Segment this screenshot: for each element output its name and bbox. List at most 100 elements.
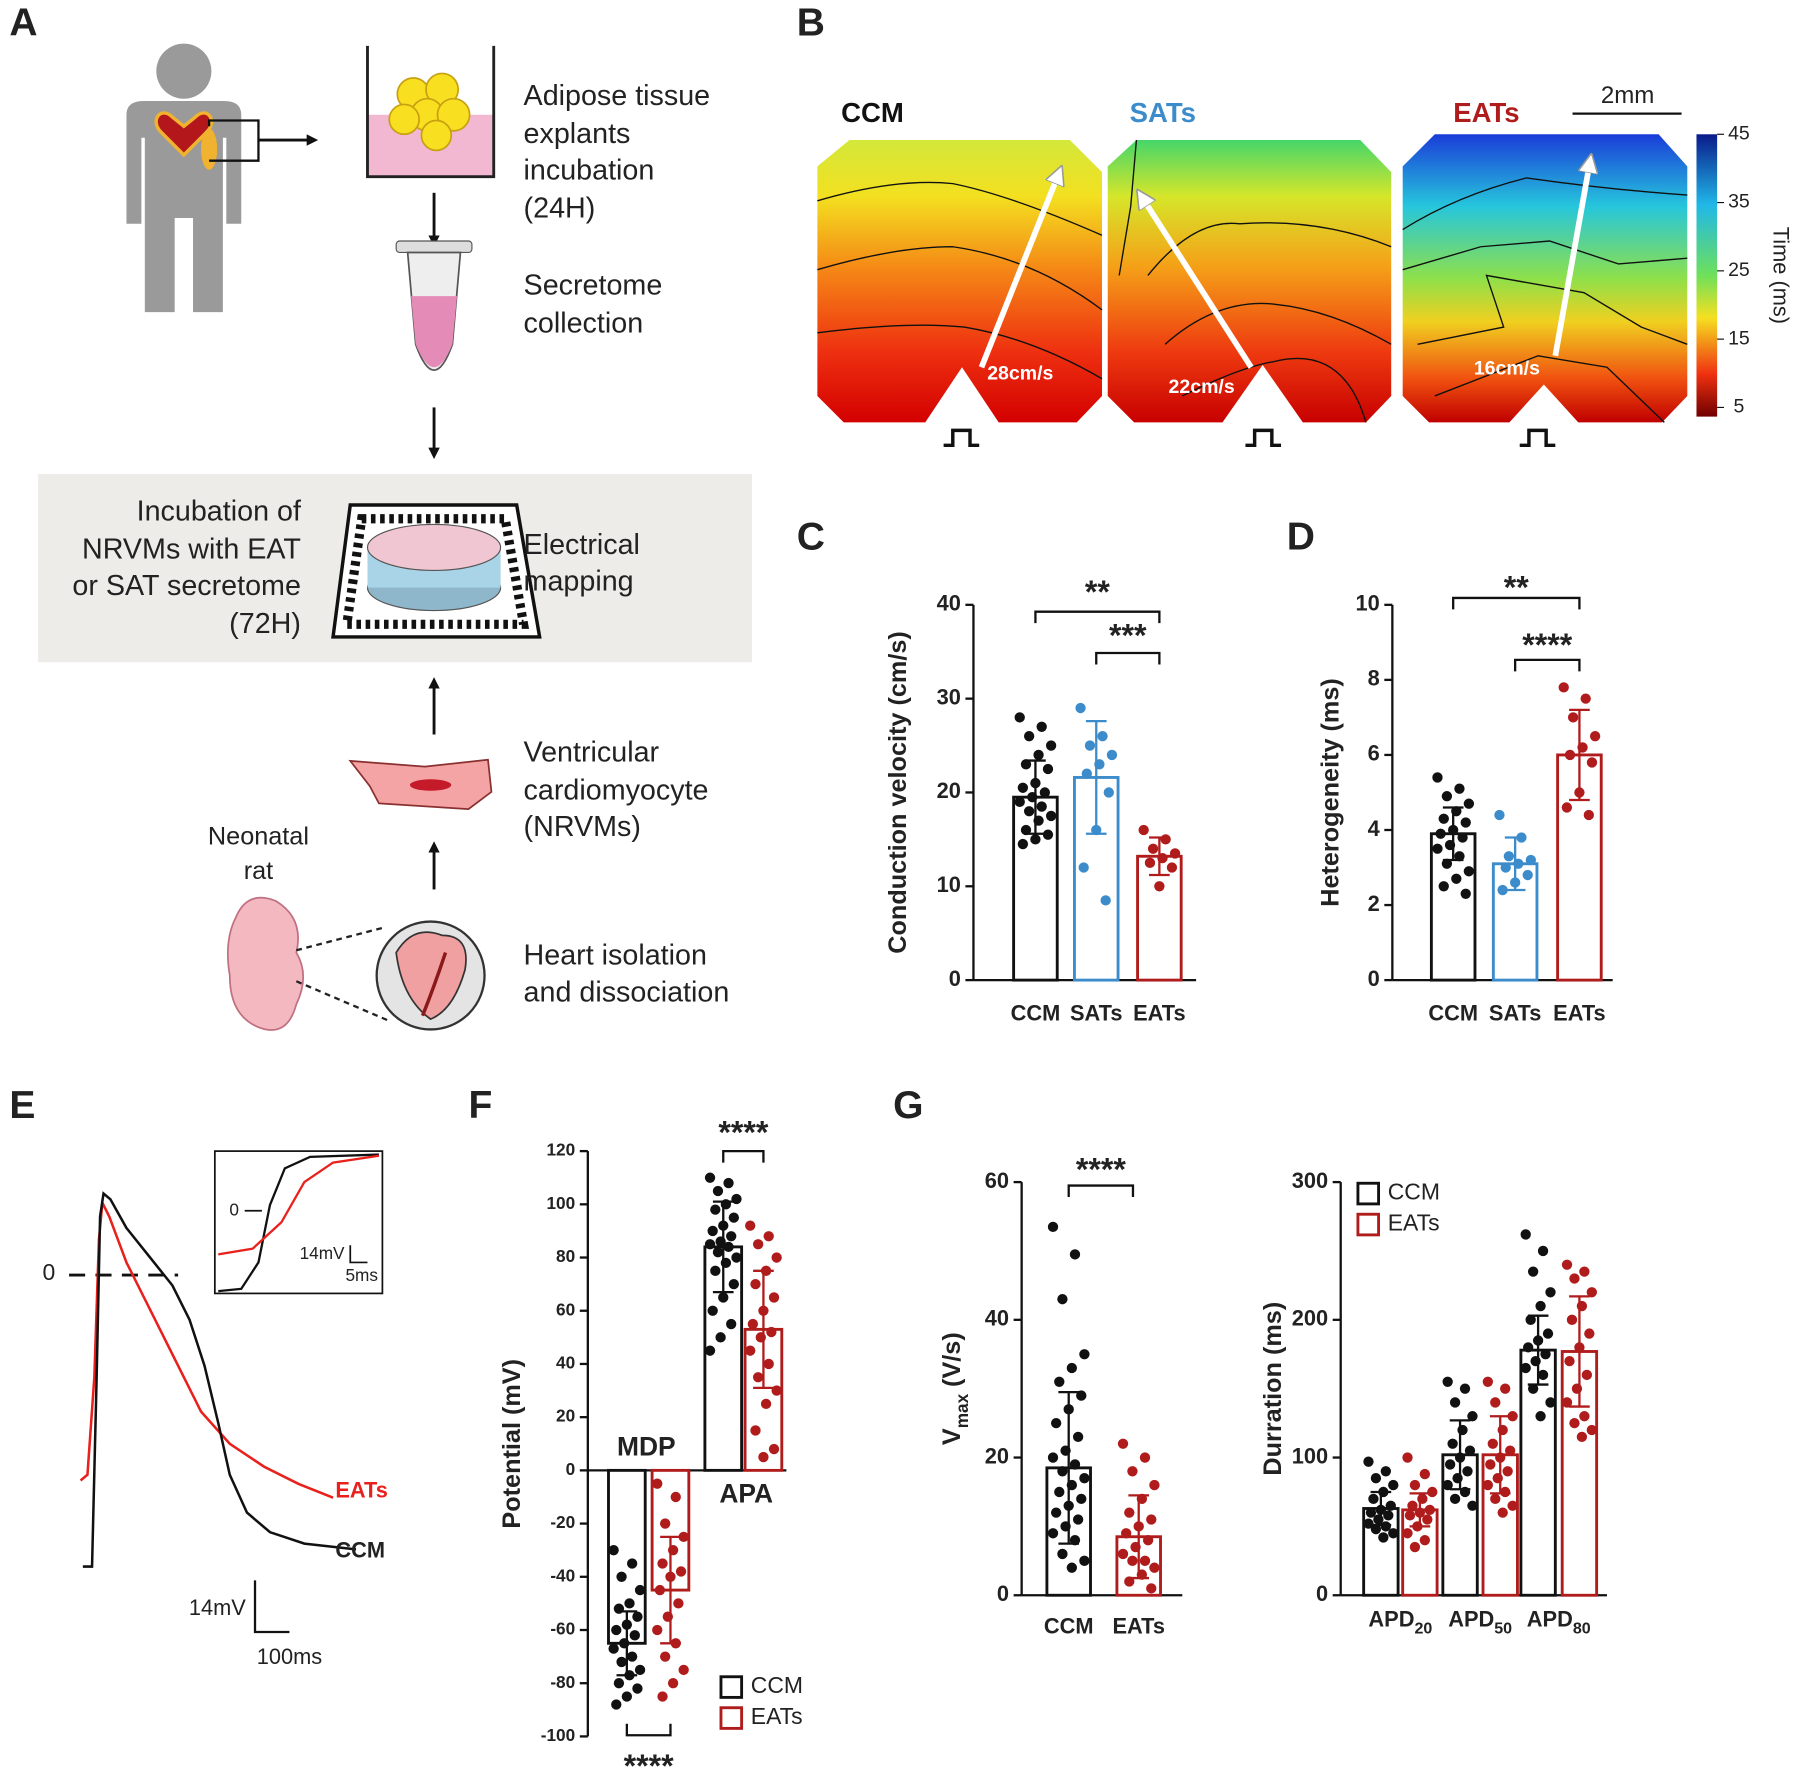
data-point xyxy=(1502,1466,1513,1477)
error-bar xyxy=(1442,806,1464,862)
error-bar xyxy=(660,1535,681,1645)
significance-bracket xyxy=(1067,1184,1135,1198)
vessel xyxy=(420,952,448,1017)
data-point xyxy=(1449,1493,1461,1505)
y-tick-label: 6 xyxy=(1368,741,1380,766)
data-point xyxy=(707,1305,718,1316)
label-part: EATs xyxy=(1133,1000,1185,1025)
data-point xyxy=(657,1691,668,1702)
rat-icon xyxy=(227,896,305,1031)
significance-label: **** xyxy=(718,1115,769,1151)
data-point xyxy=(616,1571,627,1582)
x-tick-label: EATs xyxy=(1553,1000,1605,1025)
data-point xyxy=(726,1318,737,1330)
x-tick-label: CCM xyxy=(1011,1000,1061,1025)
data-point xyxy=(712,1185,724,1197)
step-label: NRVMs with EAT xyxy=(82,533,301,565)
error-bar xyxy=(1128,1494,1150,1580)
y-axis-label: Durration (ms) xyxy=(1259,1302,1287,1476)
data-point xyxy=(1014,712,1025,723)
colorbar-tick-label: 15 xyxy=(1728,327,1750,349)
label-part: 50 xyxy=(1494,1620,1512,1638)
data-point xyxy=(1567,712,1579,723)
data-point xyxy=(1144,857,1156,868)
data-point xyxy=(632,1611,643,1622)
data-point xyxy=(1523,1342,1534,1353)
data-point xyxy=(1537,1369,1549,1381)
label-part: Heterogeneity (ms) xyxy=(1316,678,1344,907)
data-point xyxy=(718,1292,729,1303)
data-point xyxy=(707,1225,718,1237)
x-tick-label: EATs xyxy=(1112,1613,1164,1638)
y-tick-label: -60 xyxy=(550,1619,575,1639)
data-point xyxy=(632,1683,643,1694)
error-bar xyxy=(1449,1419,1471,1491)
x-tick-label: MDP xyxy=(617,1431,676,1461)
label-part: Potential (mV) xyxy=(498,1359,526,1529)
step-label: rat xyxy=(244,857,273,885)
y-tick-label: 40 xyxy=(937,591,961,616)
data-point xyxy=(1124,1507,1135,1518)
data-point xyxy=(704,1239,716,1250)
step-label: Secretome xyxy=(524,269,663,301)
data-point xyxy=(1442,1479,1453,1491)
data-point xyxy=(1561,1397,1573,1408)
data-point xyxy=(1467,1411,1478,1422)
data-point xyxy=(1378,1532,1389,1543)
data-point xyxy=(1380,1521,1391,1532)
nucleus xyxy=(409,779,452,791)
data-point xyxy=(723,1241,734,1253)
data-point xyxy=(1047,1528,1059,1539)
error-bar xyxy=(753,1269,774,1390)
data-point xyxy=(1463,798,1475,809)
data-point xyxy=(752,1372,764,1383)
data-point xyxy=(1584,1328,1595,1339)
data-point xyxy=(712,1247,724,1258)
data-point xyxy=(1017,838,1029,850)
significance-bracket xyxy=(625,1723,672,1737)
data-point xyxy=(1097,731,1108,742)
data-point xyxy=(1589,731,1601,742)
data-point xyxy=(1580,693,1591,704)
data-point xyxy=(1069,1459,1081,1470)
data-point xyxy=(1419,1468,1431,1480)
data-point xyxy=(1409,1479,1421,1491)
data-point xyxy=(1149,1562,1160,1573)
data-point xyxy=(1497,884,1508,896)
data-point xyxy=(660,1518,671,1529)
data-point xyxy=(1047,1221,1059,1233)
panel-b: 2mm 28cm/s 22cm/s 16cm/s Time (ms) xyxy=(817,82,1793,448)
data-point xyxy=(1370,1473,1382,1484)
y-tick-label: -80 xyxy=(550,1672,575,1692)
data-point xyxy=(1482,1376,1494,1387)
propagation-arrow xyxy=(1142,197,1254,369)
x-tick-label: EATs xyxy=(1133,1000,1185,1025)
data-point xyxy=(1017,782,1029,793)
y-tick-label: 0 xyxy=(1368,966,1380,991)
label-part: CCM xyxy=(1428,1000,1478,1025)
data-point xyxy=(1106,749,1118,761)
data-point xyxy=(657,1558,668,1569)
data-point xyxy=(726,1231,737,1242)
step-label: Neonatal xyxy=(208,822,309,850)
data-point xyxy=(1154,881,1165,892)
data-point xyxy=(1463,866,1475,877)
label-part: max xyxy=(951,1393,971,1428)
step-label: incubation xyxy=(524,155,655,187)
speed-label: 16cm/s xyxy=(1474,358,1540,380)
panel-letter: D xyxy=(1287,516,1315,559)
data-point xyxy=(608,1545,619,1556)
significance-label: *** xyxy=(1109,618,1147,654)
data-point xyxy=(1368,1493,1379,1505)
bar xyxy=(1136,854,1183,982)
data-point xyxy=(1442,1376,1453,1387)
legend-label: CCM xyxy=(1388,1179,1440,1205)
y-tick-label: 80 xyxy=(556,1246,575,1266)
data-point xyxy=(1142,1535,1154,1546)
data-point xyxy=(1537,1245,1549,1257)
error-bar xyxy=(1149,836,1170,877)
data-point xyxy=(1084,740,1096,751)
zero-label: 0 xyxy=(43,1259,56,1285)
data-point xyxy=(654,1584,666,1596)
label-part: (V/s) xyxy=(937,1332,965,1387)
